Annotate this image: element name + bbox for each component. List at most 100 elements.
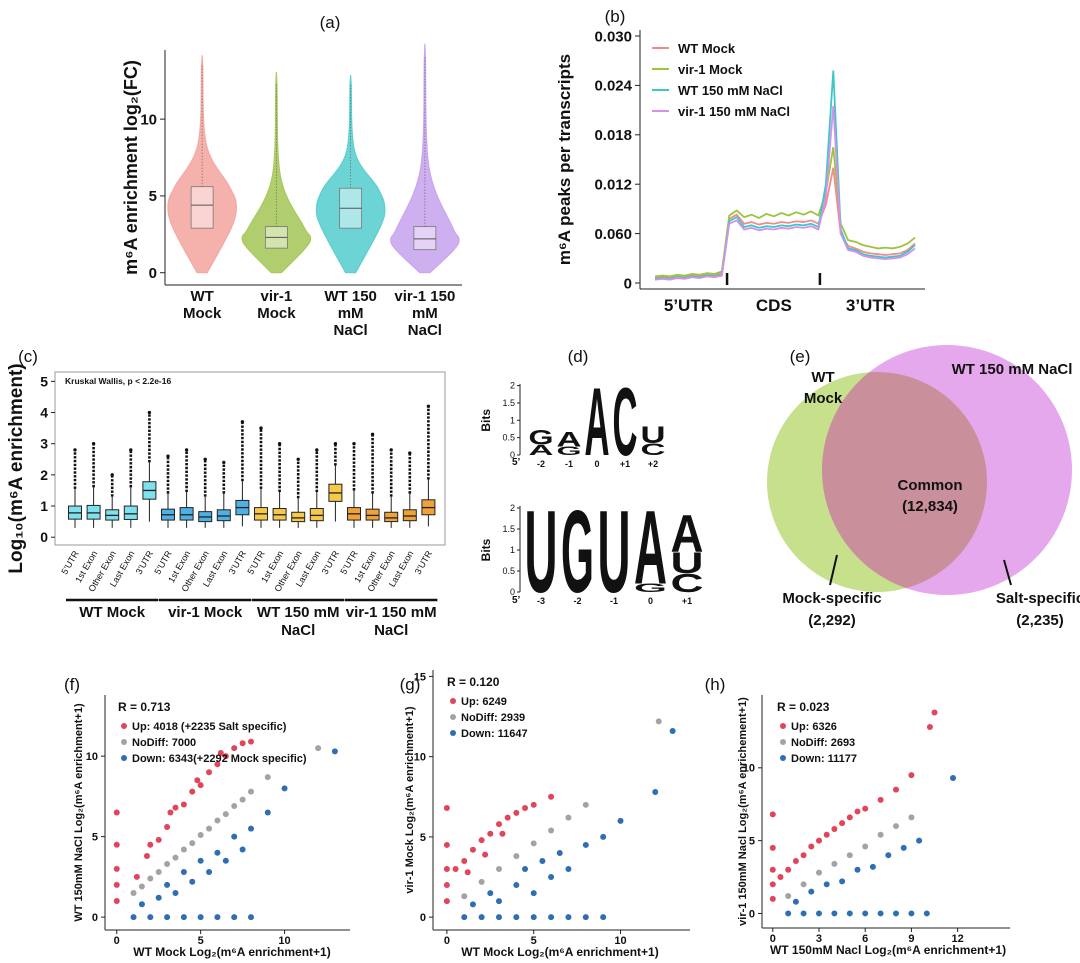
legend-label: vir-1 Mock (678, 62, 743, 77)
point (862, 910, 869, 917)
x-tick-label: CDS (756, 296, 792, 315)
y-tick-label: 0 (624, 275, 632, 292)
outlier (147, 410, 152, 415)
panel-label: (f) (64, 675, 80, 694)
y-axis-label: vir-1 Mock Log₂(m⁶A enrichment+1) (404, 706, 416, 893)
region-label: Common (897, 477, 963, 494)
point (217, 749, 224, 756)
position-label: +2 (648, 459, 658, 469)
point (197, 857, 204, 864)
y-tick-label: 10 (414, 752, 426, 764)
x-axis-label: WT 150mM Nacl Log₂(m⁶A enrichment+1) (770, 943, 1006, 957)
x-tick-label: vir-1 Mock (257, 288, 296, 322)
box (402, 509, 417, 522)
point (138, 883, 145, 890)
point (923, 910, 930, 917)
y-tick-label: 1.5 (502, 524, 515, 534)
point (189, 788, 196, 795)
point (808, 843, 815, 850)
legend-label: NoDiff: 2693 (791, 737, 855, 749)
logo-letter: G (561, 488, 594, 618)
box (413, 226, 437, 251)
group-label: vir-1 Mock (168, 604, 243, 621)
x-tick-label: 5 (531, 935, 537, 947)
y-tick-label: 10 (743, 763, 755, 775)
legend-label: vir-1 150 mM NaCl (678, 104, 790, 119)
outlier (296, 457, 300, 461)
point (926, 724, 933, 731)
legend-label: Up: 6326 (791, 721, 837, 733)
point (823, 881, 830, 888)
point (513, 914, 520, 921)
y-tick-label: 0 (40, 529, 48, 545)
x-tick-label: 9 (908, 933, 914, 945)
legend-swatch (450, 698, 456, 704)
outlier (408, 451, 412, 455)
set-label: WT 150 mM NaCl (951, 361, 1073, 378)
point (504, 814, 511, 821)
y-tick-label: 1 (40, 498, 48, 514)
point (495, 821, 502, 828)
point (556, 849, 563, 856)
point (130, 914, 137, 921)
legend-label: Down: 6343(+2292 Mock specific) (132, 753, 307, 765)
point (143, 852, 150, 859)
point (189, 878, 196, 885)
point (769, 895, 776, 902)
point (443, 841, 450, 848)
outlier (259, 426, 263, 430)
panel-label: (e) (790, 347, 811, 366)
x-axis-label: WT Mock Log₂(m⁶A enrichment+1) (133, 945, 330, 959)
outlier (166, 454, 170, 458)
logo-letter: U (598, 488, 631, 618)
outlier (91, 441, 96, 446)
point (206, 869, 213, 876)
point (461, 857, 468, 864)
point (138, 901, 145, 908)
point (548, 793, 555, 800)
point (172, 804, 179, 811)
legend-label: Up: 4018 (+2235 Salt specific) (132, 721, 287, 733)
box (365, 508, 380, 521)
point (180, 846, 187, 853)
point (530, 914, 537, 921)
y-tick-label: 5 (749, 835, 755, 847)
y-tick-label: 0 (420, 912, 426, 924)
logo-letter: G (634, 582, 667, 595)
y-tick-label: 2 (40, 467, 48, 483)
point (785, 910, 792, 917)
y-tick-label: 5 (40, 373, 48, 389)
point (172, 854, 179, 861)
y-tick-label: 0 (92, 912, 98, 924)
point (823, 831, 830, 838)
point (222, 857, 229, 864)
point (785, 866, 792, 873)
point (214, 817, 221, 824)
point (769, 844, 776, 851)
point (548, 827, 555, 834)
y-tick-label: 5 (149, 188, 157, 205)
point (482, 851, 489, 858)
logo-letter: U (525, 488, 558, 618)
legend-label: Down: 11177 (791, 753, 857, 765)
point (893, 910, 900, 917)
annotation: R = 0.120 (447, 675, 500, 689)
y-tick-label: 0 (749, 908, 755, 920)
point (931, 709, 938, 716)
point (513, 882, 520, 889)
point (247, 788, 254, 795)
point (167, 809, 174, 816)
point (499, 830, 506, 837)
x-tick-label: 3’UTR (846, 296, 895, 315)
x-tick-label: 6 (862, 933, 868, 945)
y-tick-label: 2 (510, 503, 515, 513)
start-label: 5’ (512, 457, 521, 468)
point (854, 808, 861, 815)
point (197, 832, 204, 839)
panel-label: (g) (400, 675, 421, 694)
point (164, 881, 171, 888)
point (582, 801, 589, 808)
y-tick-label: 2 (510, 381, 515, 391)
point (478, 914, 485, 921)
point (655, 718, 662, 725)
